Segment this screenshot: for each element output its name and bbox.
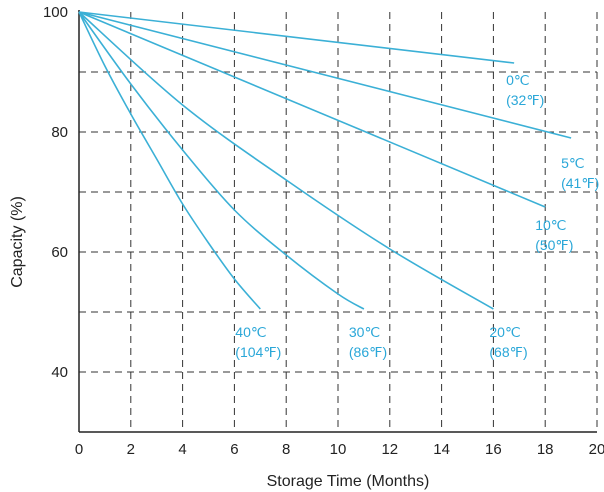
series-label-3: 20℃ (68℉) — [489, 324, 527, 360]
axes — [78, 10, 597, 433]
y-tick-labels: 40 60 80 100 — [43, 4, 68, 381]
grid-lines — [79, 12, 598, 432]
y-tick-label-60: 60 — [51, 244, 68, 261]
series-label-5: 40℃ (104℉) — [235, 324, 281, 360]
series-label-4: 30℃ (86℉) — [349, 324, 387, 360]
series-label-2-line-0: 10℃ — [535, 217, 566, 233]
series-lines — [78, 11, 572, 310]
x-tick-label-4: 4 — [178, 441, 186, 458]
series-label-1-line-1: (41℉) — [561, 175, 599, 191]
series-line-2 — [78, 11, 546, 208]
x-tick-label-20: 20 — [589, 441, 604, 458]
x-tick-labels: 0 2 4 6 8 10 12 14 16 18 20 — [75, 441, 604, 458]
x-tick-label-18: 18 — [537, 441, 554, 458]
series-line-5 — [78, 11, 261, 310]
x-tick-label-16: 16 — [485, 441, 502, 458]
x-tick-label-12: 12 — [381, 441, 398, 458]
y-tick-label-80: 80 — [51, 124, 68, 141]
series-label-2-line-1: (50℉) — [535, 237, 573, 253]
series-label-4-line-1: (86℉) — [349, 344, 387, 360]
y-tick-label-40: 40 — [51, 364, 68, 381]
x-tick-label-8: 8 — [282, 441, 290, 458]
series-line-1 — [78, 11, 572, 139]
series-label-1: 5℃ (41℉) — [561, 155, 599, 191]
series-label-0-line-1: (32℉) — [506, 92, 544, 108]
x-tick-label-14: 14 — [433, 441, 450, 458]
x-tick-label-2: 2 — [127, 441, 135, 458]
series-label-3-line-1: (68℉) — [489, 344, 527, 360]
series-label-5-line-0: 40℃ — [235, 324, 266, 340]
series-label-5-line-1: (104℉) — [235, 344, 281, 360]
series-label-3-line-0: 20℃ — [489, 324, 520, 340]
series-line-3 — [78, 11, 494, 310]
series-label-2: 10℃ (50℉) — [535, 217, 573, 253]
series-line-0 — [78, 11, 515, 64]
series-label-1-line-0: 5℃ — [561, 155, 585, 171]
series-label-0-line-0: 0℃ — [506, 72, 530, 88]
y-tick-label-100: 100 — [43, 4, 68, 21]
series-label-4-line-0: 30℃ — [349, 324, 380, 340]
series-line-4 — [78, 11, 365, 310]
x-tick-label-0: 0 — [75, 441, 83, 458]
series-label-0: 0℃ (32℉) — [506, 72, 544, 108]
y-axis-title: Capacity (%) — [9, 196, 26, 288]
x-tick-label-10: 10 — [330, 441, 347, 458]
x-axis-title: Storage Time (Months) — [267, 473, 430, 490]
series-labels: 0℃ (32℉) 5℃ (41℉) 10℃ (50℉) 20℃ (68℉) 30℃ (86℉) 40… — [235, 72, 599, 360]
x-tick-label-6: 6 — [230, 441, 238, 458]
